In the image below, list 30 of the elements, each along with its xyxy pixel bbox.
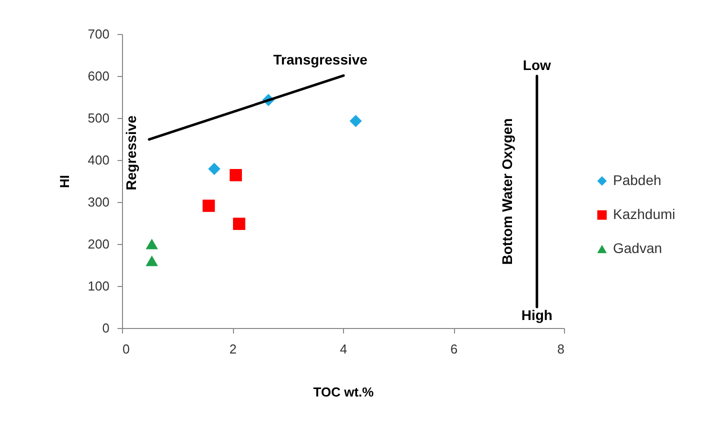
x-tick-label: 6	[450, 342, 458, 356]
x-tick-label: 8	[557, 342, 564, 356]
x-axis-title: TOC wt.%	[313, 384, 374, 400]
x-tick-label: 2	[229, 342, 237, 356]
y-tick-label: 500	[88, 110, 110, 126]
annotation: Transgressive	[273, 51, 368, 68]
point	[146, 255, 158, 266]
y-tick-label: 700	[88, 26, 110, 42]
annotation: Bottom Water Oxygen	[499, 118, 516, 265]
legend-label: Kazhdumi	[613, 206, 676, 222]
y-tick-label: 400	[88, 152, 110, 168]
x-tick-label: 4	[340, 342, 348, 356]
point	[233, 218, 246, 230]
y-tick-label: 0	[102, 320, 110, 336]
y-tick-label: 600	[88, 68, 110, 84]
annotation: Regressive	[122, 115, 139, 190]
legend-label: Gadvan	[613, 240, 662, 256]
point	[146, 238, 158, 250]
point	[230, 168, 242, 182]
x-tick-label: 0	[122, 342, 130, 356]
annotation: High	[521, 307, 552, 324]
annotation: Low	[522, 56, 552, 73]
y-tick-label: 300	[88, 194, 110, 210]
point	[208, 162, 220, 175]
point	[350, 114, 362, 128]
y-axis-title: HI	[56, 175, 72, 188]
point	[202, 200, 215, 212]
legend-label: Pabdeh	[613, 172, 662, 188]
y-tick-label: 200	[88, 236, 110, 252]
y-tick-label: 100	[88, 278, 110, 294]
